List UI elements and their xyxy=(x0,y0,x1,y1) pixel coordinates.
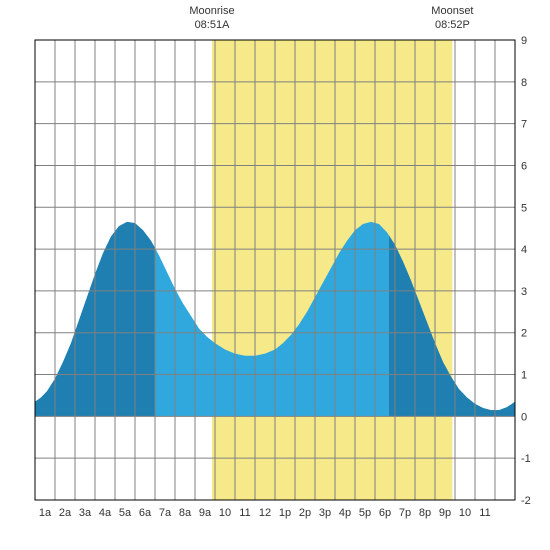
y-tick-label: 9 xyxy=(521,35,527,47)
y-tick-label: 6 xyxy=(521,160,527,172)
x-tick-label: 11 xyxy=(479,507,490,519)
y-tick-label: 0 xyxy=(521,411,527,423)
x-tick-label: 1p xyxy=(279,507,291,519)
moonrise-label: Moonrise xyxy=(189,5,234,17)
y-tick-label: 8 xyxy=(521,77,527,89)
x-tick-label: 11 xyxy=(239,507,250,519)
y-tick-label: 5 xyxy=(521,202,527,214)
x-tick-label: 5p xyxy=(359,507,371,519)
y-tick-label: 2 xyxy=(521,328,527,340)
x-tick-label: 8a xyxy=(179,507,192,519)
x-tick-label: 1a xyxy=(39,507,52,519)
x-tick-label: 9p xyxy=(439,507,451,519)
x-tick-label: 5a xyxy=(119,507,132,519)
x-tick-label: 4p xyxy=(339,507,351,519)
moonset-time: 08:52P xyxy=(435,19,470,31)
x-tick-label: 2p xyxy=(299,507,311,519)
y-tick-label: -2 xyxy=(521,495,531,507)
x-tick-label: 2a xyxy=(59,507,72,519)
y-tick-label: 3 xyxy=(521,286,527,298)
x-tick-label: 12 xyxy=(259,507,271,519)
x-tick-label: 8p xyxy=(419,507,431,519)
x-tick-label: 7a xyxy=(159,507,172,519)
x-tick-label: 9a xyxy=(199,507,212,519)
x-tick-label: 3a xyxy=(79,507,92,519)
chart-svg: -2-101234567891a2a3a4a5a6a7a8a9a1011121p… xyxy=(0,0,550,550)
x-tick-label: 6p xyxy=(379,507,391,519)
y-tick-label: 7 xyxy=(521,119,527,131)
moonrise-time: 08:51A xyxy=(195,19,231,31)
x-tick-label: 10 xyxy=(459,507,471,519)
x-tick-label: 6a xyxy=(139,507,152,519)
x-tick-label: 3p xyxy=(319,507,331,519)
x-tick-label: 4a xyxy=(99,507,112,519)
y-tick-label: -1 xyxy=(521,453,531,465)
moonset-label: Moonset xyxy=(431,5,473,17)
x-tick-label: 10 xyxy=(219,507,231,519)
y-tick-label: 1 xyxy=(521,370,527,382)
y-tick-label: 4 xyxy=(521,244,527,256)
x-tick-label: 7p xyxy=(399,507,411,519)
tide-chart: -2-101234567891a2a3a4a5a6a7a8a9a1011121p… xyxy=(0,0,550,550)
